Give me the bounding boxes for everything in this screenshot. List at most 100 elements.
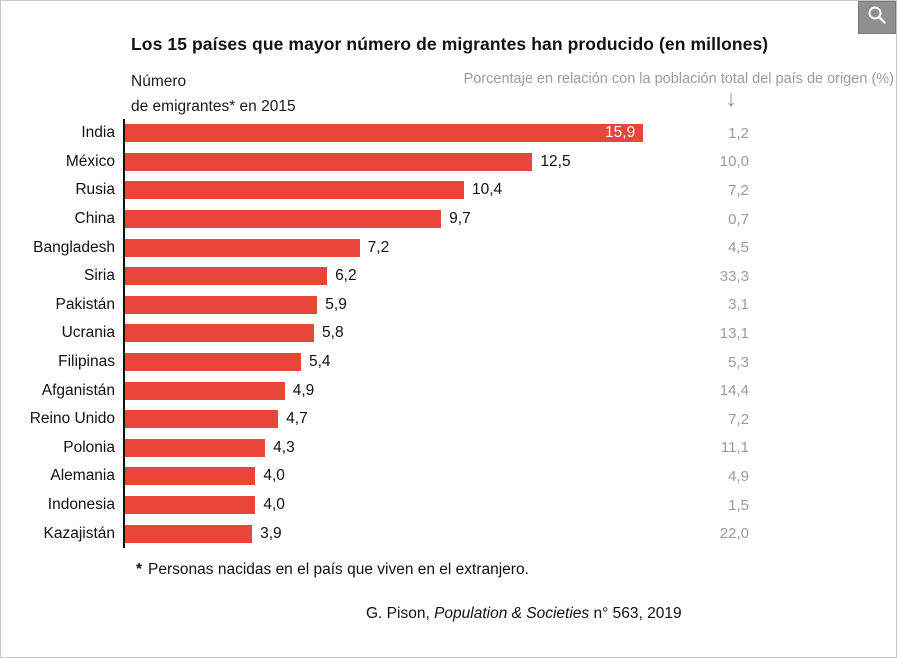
value-label: 4,9 [292,381,315,399]
bar-track: 10,4 [123,176,653,205]
source-citation: G. Pison, Population & Societies n° 563,… [366,605,682,623]
value-label: 5,8 [322,324,344,342]
chart-row: Indonesia 4,0 1,5 [1,490,896,520]
pct-label: 4,9 [728,467,749,485]
chart-row: Ucrania 5,8 13,1 [1,319,896,348]
bar-track: 4,7 [123,404,653,434]
bar [125,267,328,286]
bar [125,181,464,200]
chart-row: Kazajistán 3,9 22,0 [1,519,896,548]
percent-column-header: Porcentaje en relación con la población … [463,71,894,87]
pct-label: 22,0 [719,525,749,543]
value-label: 10,4 [471,181,503,199]
bar-track: 4,3 [123,433,653,463]
chart-row: India 15,9 1,2 [1,119,896,148]
country-label: Alemania [50,467,115,485]
y-axis-unit-label-line1: Número [131,73,187,90]
country-label: Siria [83,267,115,285]
value-label: 4,7 [286,410,308,428]
y-axis-unit-label-line2: de emigrantes* en 2015 [131,98,296,115]
footnote: * Personas nacidas en el país que viven e… [136,561,529,579]
bar-track: 4,0 [123,462,653,491]
country-label: Rusia [75,181,115,199]
country-label: India [81,124,115,142]
country-label: Indonesia [47,496,115,514]
bar-chart: India 15,9 1,2 México 12,5 10,0 Rusia 10… [1,119,896,548]
value-label: 4,0 [263,467,285,485]
source-title: Population & Societies [434,605,590,622]
bar-track: 5,8 [123,319,653,348]
pct-label: 13,1 [719,324,749,342]
country-label: China [74,210,116,228]
pct-label: 1,2 [728,124,749,142]
bar-track: 7,2 [123,233,653,262]
pct-label: 3,1 [728,296,749,314]
bar [125,524,253,543]
country-label: Bangladesh [33,238,115,256]
bar [125,238,360,257]
bar [125,210,442,229]
pct-label: 11,1 [720,439,749,457]
country-label: Filipinas [58,353,115,371]
chart-row: Polonia 4,3 11,1 [1,433,896,463]
chart-row: Bangladesh 7,2 4,5 [1,233,896,262]
country-label: Polonia [63,438,115,456]
pct-label: 4,5 [728,239,749,257]
value-label: 6,2 [335,267,357,285]
country-label: Pakistán [55,295,115,313]
value-label: 9,7 [449,210,471,228]
source-suffix: n° 563, 2019 [589,605,682,622]
pct-label: 7,2 [728,181,749,199]
country-label: Ucrania [61,324,115,342]
bar-track: 12,5 [123,147,653,177]
value-label: 5,4 [308,353,331,371]
chart-row: Reino Unido 4,7 7,2 [1,404,896,434]
pct-label: 5,3 [728,353,749,371]
country-label: Reino Unido [29,410,115,428]
bar-track: 9,7 [123,204,653,234]
pct-label: 0,7 [728,210,749,228]
bar [125,295,318,314]
pct-label: 14,4 [719,382,749,400]
bar-track: 5,9 [123,290,653,320]
pct-label: 7,2 [728,410,749,428]
chart-row: Rusia 10,4 7,2 [1,176,896,205]
value-label: 15,9 [605,124,636,142]
source-prefix: G. Pison, [366,605,435,622]
bar [125,467,256,486]
country-label: Kazajistán [43,524,115,542]
bar [125,438,266,457]
bar [125,324,315,343]
chart-row: China 9,7 0,7 [1,204,896,234]
bar [125,496,256,515]
value-label: 12,5 [540,152,571,170]
country-label: Afganistán [41,381,115,399]
chart-row: México 12,5 10,0 [1,147,896,177]
country-label: México [65,152,115,170]
bar-track: 6,2 [123,261,653,291]
chart-row: Afganistán 4,9 14,4 [1,376,896,405]
bar-track: 15,9 [123,119,653,148]
footnote-text: Personas nacidas en el país que viven en… [148,561,529,578]
bar [125,152,533,171]
down-arrow-icon: ↓ [725,85,737,112]
chart-row: Alemania 4,0 4,9 [1,462,896,491]
value-label: 7,2 [367,238,390,256]
chart-title: Los 15 países que mayor número de migran… [131,34,769,54]
pct-label: 10,0 [719,153,749,171]
value-label: 4,3 [273,438,295,456]
value-label: 5,9 [325,295,347,313]
bar-track: 5,4 [123,347,653,377]
bar-track: 4,0 [123,490,653,520]
bar [125,381,285,400]
footnote-marker: * [136,561,143,578]
value-label: 4,0 [263,496,285,514]
y-axis-unit-label: Número de emigrantes* en 2015 [131,69,296,119]
pct-label: 33,3 [719,267,749,285]
chart-row: Filipinas 5,4 5,3 [1,347,896,377]
zoom-button[interactable] [858,1,896,34]
bar [125,124,644,143]
bar-track: 3,9 [123,519,653,548]
chart-row: Siria 6,2 33,3 [1,261,896,291]
